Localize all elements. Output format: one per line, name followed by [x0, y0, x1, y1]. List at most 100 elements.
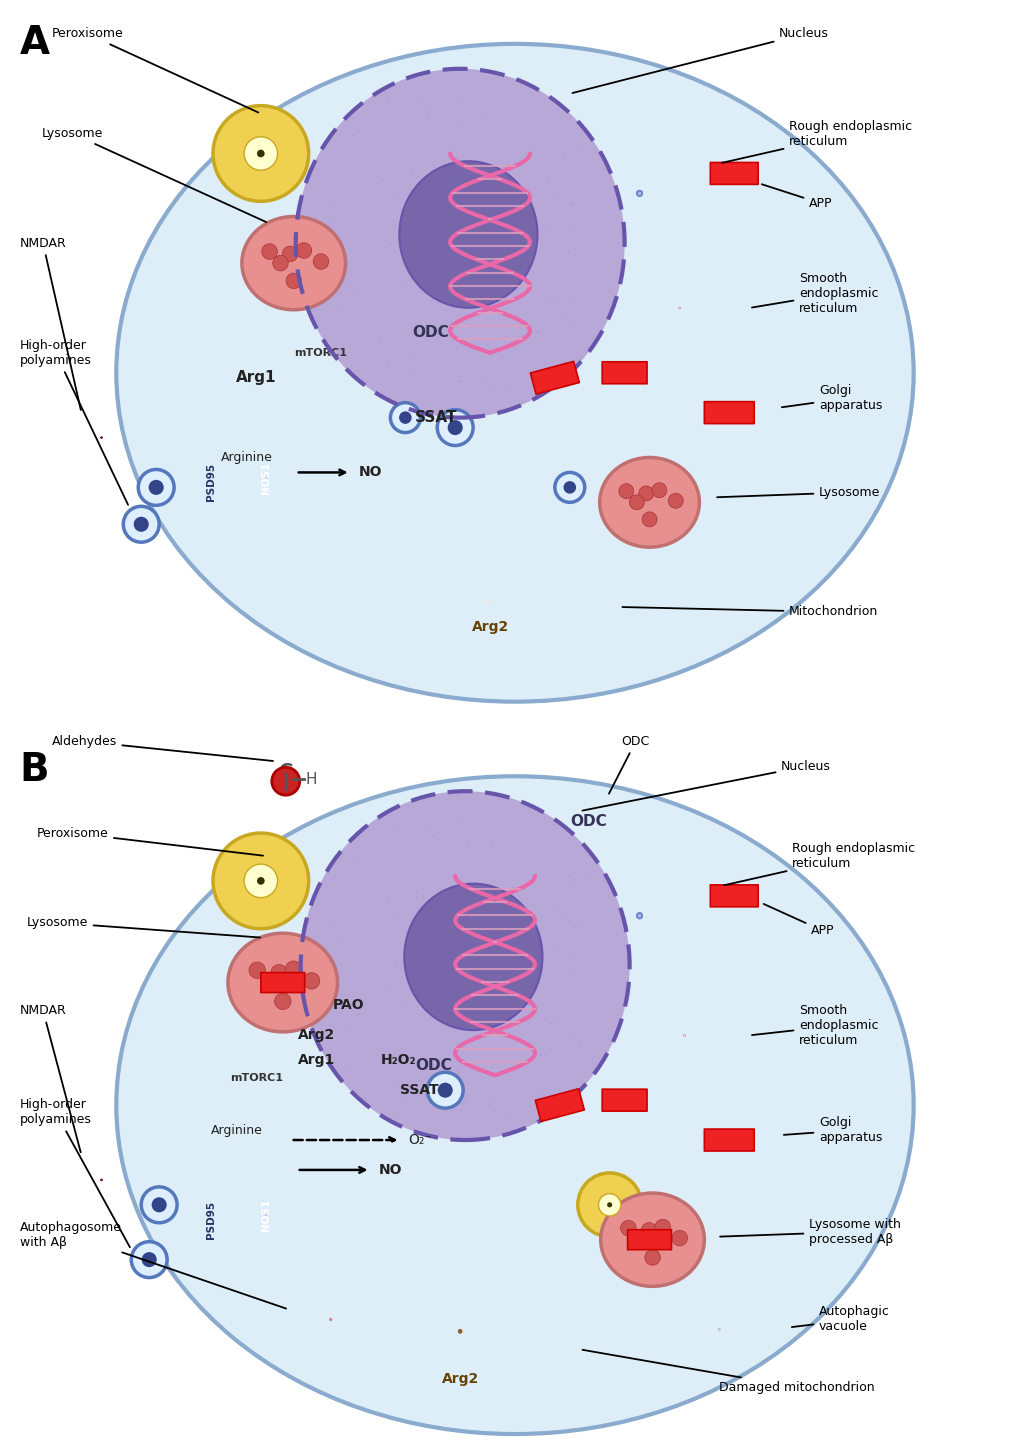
- Ellipse shape: [213, 833, 309, 929]
- Text: B: B: [19, 752, 49, 790]
- Circle shape: [606, 1203, 611, 1207]
- Circle shape: [619, 484, 633, 498]
- Circle shape: [139, 469, 174, 506]
- Text: Arg2: Arg2: [298, 1029, 334, 1042]
- Circle shape: [131, 1242, 167, 1278]
- Ellipse shape: [404, 884, 542, 1030]
- Text: Arginine: Arginine: [221, 451, 272, 464]
- Text: ODC: ODC: [570, 813, 606, 829]
- Text: O₂⁻: O₂⁻: [408, 1133, 432, 1148]
- Text: ODC: ODC: [415, 1058, 451, 1072]
- FancyBboxPatch shape: [601, 1090, 646, 1111]
- Ellipse shape: [296, 68, 624, 417]
- Circle shape: [141, 1187, 177, 1223]
- Text: Arg1: Arg1: [298, 1053, 334, 1068]
- Circle shape: [651, 483, 666, 497]
- Circle shape: [631, 1232, 646, 1248]
- Text: Lysosome with
processed Aβ: Lysosome with processed Aβ: [719, 1217, 900, 1246]
- FancyBboxPatch shape: [709, 885, 757, 907]
- Text: NMDAR: NMDAR: [19, 236, 81, 410]
- Text: Arg2: Arg2: [441, 1372, 478, 1387]
- Circle shape: [271, 965, 287, 981]
- Text: PAO: PAO: [332, 998, 364, 1013]
- Text: Mitochondrion: Mitochondrion: [622, 606, 877, 619]
- Text: Autophagic
vacuole: Autophagic vacuole: [791, 1306, 889, 1333]
- Text: NO: NO: [358, 465, 382, 480]
- Text: Rough endoplasmic
reticulum: Rough endoplasmic reticulum: [721, 120, 911, 162]
- FancyBboxPatch shape: [601, 362, 646, 384]
- Circle shape: [285, 272, 302, 288]
- Text: SSAT: SSAT: [400, 1084, 438, 1097]
- Text: Nucleus: Nucleus: [582, 759, 830, 810]
- Circle shape: [638, 485, 653, 501]
- Text: Arginine: Arginine: [211, 1123, 263, 1136]
- Text: C: C: [278, 762, 292, 781]
- Circle shape: [249, 962, 265, 978]
- Text: NMDAR: NMDAR: [19, 1004, 81, 1152]
- Text: PSD95: PSD95: [206, 464, 216, 501]
- FancyBboxPatch shape: [704, 1129, 753, 1151]
- Text: H: H: [306, 772, 317, 787]
- Text: Damaged mitochondrion: Damaged mitochondrion: [582, 1350, 874, 1394]
- Circle shape: [437, 1082, 452, 1098]
- Text: Arg2: Arg2: [471, 620, 508, 633]
- Text: NOS1: NOS1: [261, 461, 271, 494]
- Text: Golgi
apparatus: Golgi apparatus: [782, 384, 881, 412]
- Text: High-order
polyamines: High-order polyamines: [19, 1098, 129, 1248]
- Text: Smooth
endoplasmic
reticulum: Smooth endoplasmic reticulum: [751, 1004, 877, 1048]
- FancyBboxPatch shape: [704, 401, 753, 423]
- Circle shape: [257, 149, 264, 158]
- Text: ODC: ODC: [412, 326, 448, 341]
- Circle shape: [272, 255, 288, 271]
- Text: APP: APP: [761, 184, 832, 210]
- Circle shape: [427, 1072, 463, 1108]
- Circle shape: [598, 1194, 621, 1216]
- Text: Nucleus: Nucleus: [572, 28, 828, 93]
- Ellipse shape: [116, 777, 913, 1435]
- Circle shape: [641, 1223, 656, 1239]
- Circle shape: [620, 1220, 636, 1236]
- Text: mTORC1: mTORC1: [230, 1074, 283, 1084]
- FancyBboxPatch shape: [627, 1230, 671, 1249]
- Text: APP: APP: [763, 904, 834, 938]
- Text: Rough endoplasmic
reticulum: Rough endoplasmic reticulum: [723, 842, 914, 885]
- Ellipse shape: [227, 933, 337, 1032]
- Ellipse shape: [398, 161, 537, 307]
- Ellipse shape: [242, 216, 345, 310]
- Text: Peroxisome: Peroxisome: [37, 826, 263, 856]
- Text: ODC: ODC: [608, 735, 649, 794]
- Ellipse shape: [600, 1193, 704, 1287]
- Circle shape: [260, 974, 277, 991]
- FancyBboxPatch shape: [709, 162, 757, 184]
- Circle shape: [654, 1219, 669, 1235]
- Circle shape: [274, 993, 290, 1010]
- Circle shape: [271, 768, 300, 796]
- Text: Arg1: Arg1: [235, 371, 276, 385]
- Circle shape: [149, 480, 164, 496]
- Text: Autophagosome
with Aβ: Autophagosome with Aβ: [19, 1220, 285, 1308]
- Ellipse shape: [599, 458, 699, 548]
- FancyBboxPatch shape: [530, 361, 579, 394]
- Circle shape: [282, 246, 298, 262]
- Text: Peroxisome: Peroxisome: [52, 28, 258, 113]
- Circle shape: [257, 877, 264, 885]
- Circle shape: [313, 254, 328, 270]
- Text: Lysosome: Lysosome: [26, 916, 260, 938]
- Circle shape: [152, 1197, 166, 1213]
- Text: SSAT: SSAT: [415, 410, 458, 425]
- Circle shape: [398, 412, 412, 425]
- Circle shape: [296, 243, 312, 258]
- Circle shape: [123, 506, 159, 542]
- Ellipse shape: [116, 43, 913, 701]
- Text: Lysosome: Lysosome: [42, 128, 266, 222]
- Ellipse shape: [213, 106, 309, 201]
- Circle shape: [285, 961, 302, 978]
- Circle shape: [244, 136, 277, 170]
- Text: Smooth
endoplasmic
reticulum: Smooth endoplasmic reticulum: [751, 271, 877, 314]
- Ellipse shape: [577, 1172, 641, 1236]
- Circle shape: [447, 420, 463, 435]
- Circle shape: [672, 1230, 687, 1246]
- FancyBboxPatch shape: [261, 972, 305, 993]
- Text: Lysosome: Lysosome: [716, 485, 879, 498]
- Ellipse shape: [116, 777, 913, 1435]
